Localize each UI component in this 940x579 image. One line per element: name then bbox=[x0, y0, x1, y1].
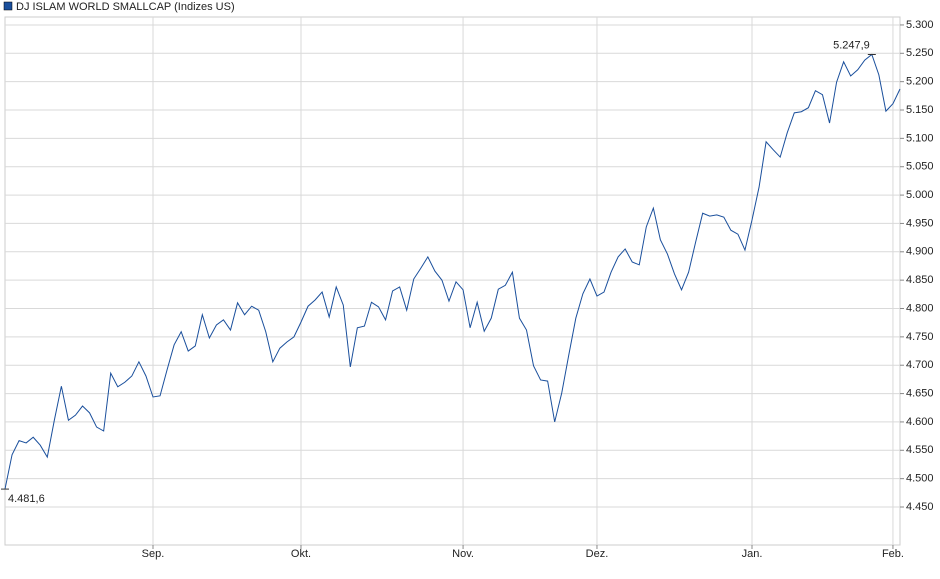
legend-swatch bbox=[3, 1, 13, 11]
x-tick-label: Dez. bbox=[586, 548, 609, 560]
annotation-label: 4.481,6 bbox=[8, 493, 45, 505]
y-tick-label: 4.650 bbox=[906, 387, 934, 399]
y-tick-label: 4.950 bbox=[906, 217, 934, 229]
y-tick-label: 4.850 bbox=[906, 274, 934, 286]
x-tick-label: Feb. bbox=[882, 548, 904, 560]
y-tick-label: 4.550 bbox=[906, 444, 934, 456]
y-tick-label: 4.900 bbox=[906, 246, 934, 258]
y-tick-label: 4.500 bbox=[906, 473, 934, 485]
chart-title: DJ ISLAM WORLD SMALLCAP (Indizes US) bbox=[16, 1, 235, 13]
y-tick-label: 5.000 bbox=[906, 189, 934, 201]
x-tick-label: Sep. bbox=[142, 548, 165, 560]
y-tick-label: 4.450 bbox=[906, 501, 934, 513]
price-line bbox=[4, 53, 901, 490]
x-tick-label: Okt. bbox=[291, 548, 311, 560]
y-tick-label: 4.750 bbox=[906, 331, 934, 343]
y-tick-label: 5.200 bbox=[906, 76, 934, 88]
x-tick-label: Jan. bbox=[742, 548, 763, 560]
y-tick-label: 5.150 bbox=[906, 104, 934, 116]
annotation-label: 5.247,9 bbox=[833, 39, 870, 51]
y-tick-label: 4.700 bbox=[906, 359, 934, 371]
y-tick-label: 4.600 bbox=[906, 416, 934, 428]
y-tick-label: 5.300 bbox=[906, 19, 934, 31]
y-tick-label: 5.250 bbox=[906, 47, 934, 59]
y-tick-label: 5.050 bbox=[906, 161, 934, 173]
y-tick-label: 5.100 bbox=[906, 132, 934, 144]
x-tick-label: Nov. bbox=[452, 548, 474, 560]
y-tick-label: 4.800 bbox=[906, 302, 934, 314]
plot-frame bbox=[4, 16, 901, 546]
